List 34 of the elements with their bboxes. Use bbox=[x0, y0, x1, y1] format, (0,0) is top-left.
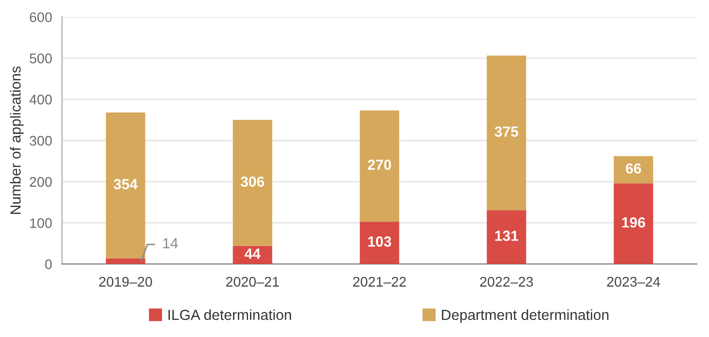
data-label: 131 bbox=[495, 230, 518, 241]
data-label: 306 bbox=[240, 176, 264, 187]
y-tick-label: 300 bbox=[30, 136, 52, 146]
y-tick-label: 200 bbox=[30, 177, 52, 187]
y-tick-label: 400 bbox=[29, 94, 52, 104]
data-label: 196 bbox=[622, 217, 646, 228]
x-tick-label: 2019–20 bbox=[99, 276, 152, 287]
x-tick-label: 2020–21 bbox=[226, 276, 279, 287]
data-label: 66 bbox=[626, 163, 642, 174]
bar bbox=[106, 258, 146, 264]
data-label: 354 bbox=[114, 178, 138, 190]
data-label: 44 bbox=[244, 248, 261, 259]
legend-label: ILGA determination bbox=[168, 309, 292, 320]
bar bbox=[360, 222, 400, 264]
bar bbox=[360, 110, 400, 222]
bar bbox=[614, 183, 654, 264]
data-label: 14 bbox=[163, 238, 178, 248]
bar bbox=[486, 56, 526, 210]
y-tick-label: 0 bbox=[45, 259, 52, 270]
bar bbox=[486, 210, 526, 264]
y-tick-label: 100 bbox=[30, 218, 52, 228]
y-axis-title: Number of applications bbox=[10, 66, 24, 214]
bar bbox=[232, 120, 272, 246]
y-tick-label: 500 bbox=[30, 53, 52, 64]
y-tick-label: 600 bbox=[30, 12, 52, 22]
x-tick-label: 2021–22 bbox=[353, 276, 406, 287]
data-label: 375 bbox=[494, 126, 518, 137]
data-label: 103 bbox=[368, 236, 392, 247]
x-tick-label: 2023–24 bbox=[607, 276, 660, 287]
x-tick-label: 2022–23 bbox=[480, 276, 533, 287]
bar bbox=[614, 156, 654, 184]
bar bbox=[106, 112, 146, 258]
legend-label: Department determination bbox=[442, 309, 608, 323]
data-label: 270 bbox=[368, 160, 392, 170]
